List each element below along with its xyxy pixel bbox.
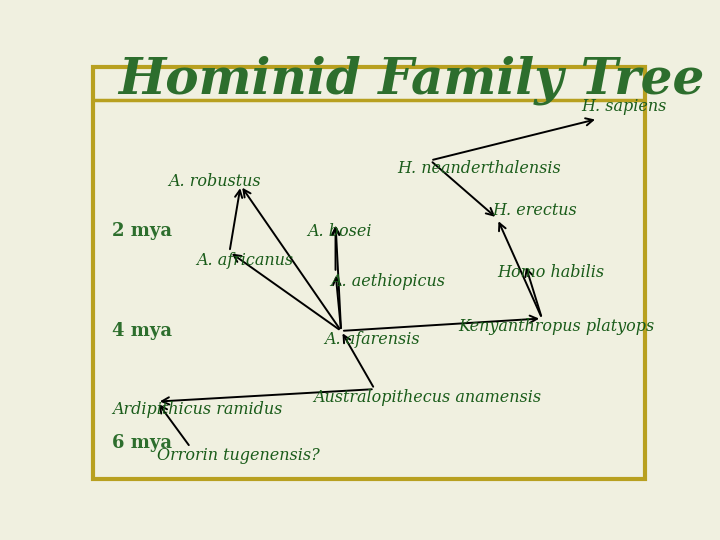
Text: Hominid Family Tree: Hominid Family Tree xyxy=(118,56,704,105)
Text: A. afarensis: A. afarensis xyxy=(324,330,420,348)
Text: H. erectus: H. erectus xyxy=(492,202,577,219)
Text: A. aethiopicus: A. aethiopicus xyxy=(330,273,445,289)
Text: Homo habilis: Homo habilis xyxy=(498,264,605,281)
Text: Orrorin tugenensis?: Orrorin tugenensis? xyxy=(157,447,320,464)
Text: H. neanderthalensis: H. neanderthalensis xyxy=(397,160,561,177)
Text: H. sapiens: H. sapiens xyxy=(581,98,667,115)
Text: Australopithecus anamensis: Australopithecus anamensis xyxy=(313,389,541,406)
Text: Ardipithicus ramidus: Ardipithicus ramidus xyxy=(112,401,283,418)
Text: A. africanus: A. africanus xyxy=(196,252,293,269)
Text: Kenyanthropus platyops: Kenyanthropus platyops xyxy=(459,318,654,335)
Text: A. robustus: A. robustus xyxy=(168,173,261,190)
Text: 2 mya: 2 mya xyxy=(112,222,172,240)
Text: 4 mya: 4 mya xyxy=(112,322,172,340)
Text: A. bosei: A. bosei xyxy=(307,222,372,240)
Text: 6 mya: 6 mya xyxy=(112,434,172,452)
